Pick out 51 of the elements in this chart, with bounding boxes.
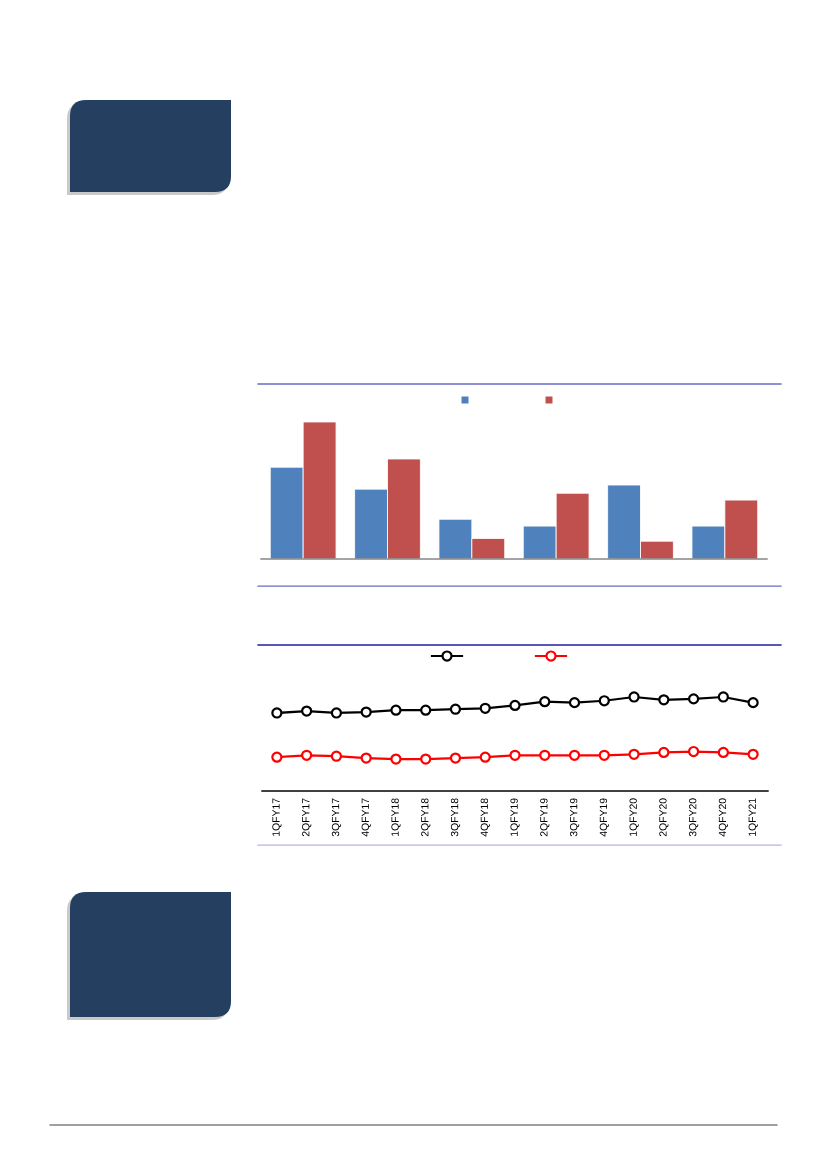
- x-tick-label: 3QFY20: [689, 798, 699, 837]
- x-tick-label: 1QFY21: [748, 798, 758, 836]
- point: [271, 707, 283, 719]
- point: [509, 699, 521, 712]
- point: [539, 696, 551, 708]
- x-tick-label: 1QFY20: [629, 798, 639, 836]
- point: [628, 748, 640, 760]
- point: [539, 749, 551, 761]
- point: [449, 752, 462, 764]
- point: [717, 746, 729, 759]
- point: [509, 749, 521, 761]
- point: [658, 746, 670, 759]
- point: [271, 751, 283, 763]
- point: [658, 694, 670, 706]
- x-tick-label: 3QFY19: [569, 798, 580, 837]
- point: [360, 752, 372, 764]
- point: [390, 704, 402, 716]
- x-tick-label: 4QFY19: [599, 798, 609, 837]
- point: [360, 706, 372, 718]
- point: [330, 750, 343, 762]
- point: [390, 753, 402, 765]
- point: [479, 751, 491, 763]
- point: [628, 691, 640, 703]
- point: [420, 704, 432, 716]
- x-tick-label: 1QFY19: [510, 798, 520, 836]
- point: [420, 753, 432, 765]
- x-tick-label: 4QFY20: [718, 798, 729, 837]
- x-tick-label: 2QFY17: [302, 798, 312, 837]
- x-tick-label: 4QFY18: [480, 798, 490, 837]
- point: [747, 697, 759, 709]
- x-tick-label: 3QFY18: [450, 798, 461, 837]
- point: [330, 707, 343, 719]
- point: [568, 749, 581, 761]
- point: [301, 705, 313, 717]
- point: [747, 748, 759, 760]
- x-tick-label: 2QFY20: [659, 798, 669, 837]
- x-tick-label: 3QFY17: [331, 798, 342, 837]
- x-tick-label: 1QFY17: [272, 798, 282, 836]
- point: [687, 745, 700, 758]
- point: [449, 703, 462, 715]
- point: [598, 749, 610, 761]
- point: [717, 691, 729, 703]
- x-tick-label: 1QFY18: [391, 798, 401, 836]
- point: [598, 695, 610, 707]
- point: [687, 693, 700, 705]
- point: [479, 702, 491, 714]
- x-tick-label: 2QFY18: [421, 798, 431, 837]
- point: [568, 697, 581, 709]
- x-tick-label: 4QFY17: [361, 798, 371, 837]
- point: [301, 749, 313, 761]
- x-tick-label: 2QFY19: [540, 798, 550, 837]
